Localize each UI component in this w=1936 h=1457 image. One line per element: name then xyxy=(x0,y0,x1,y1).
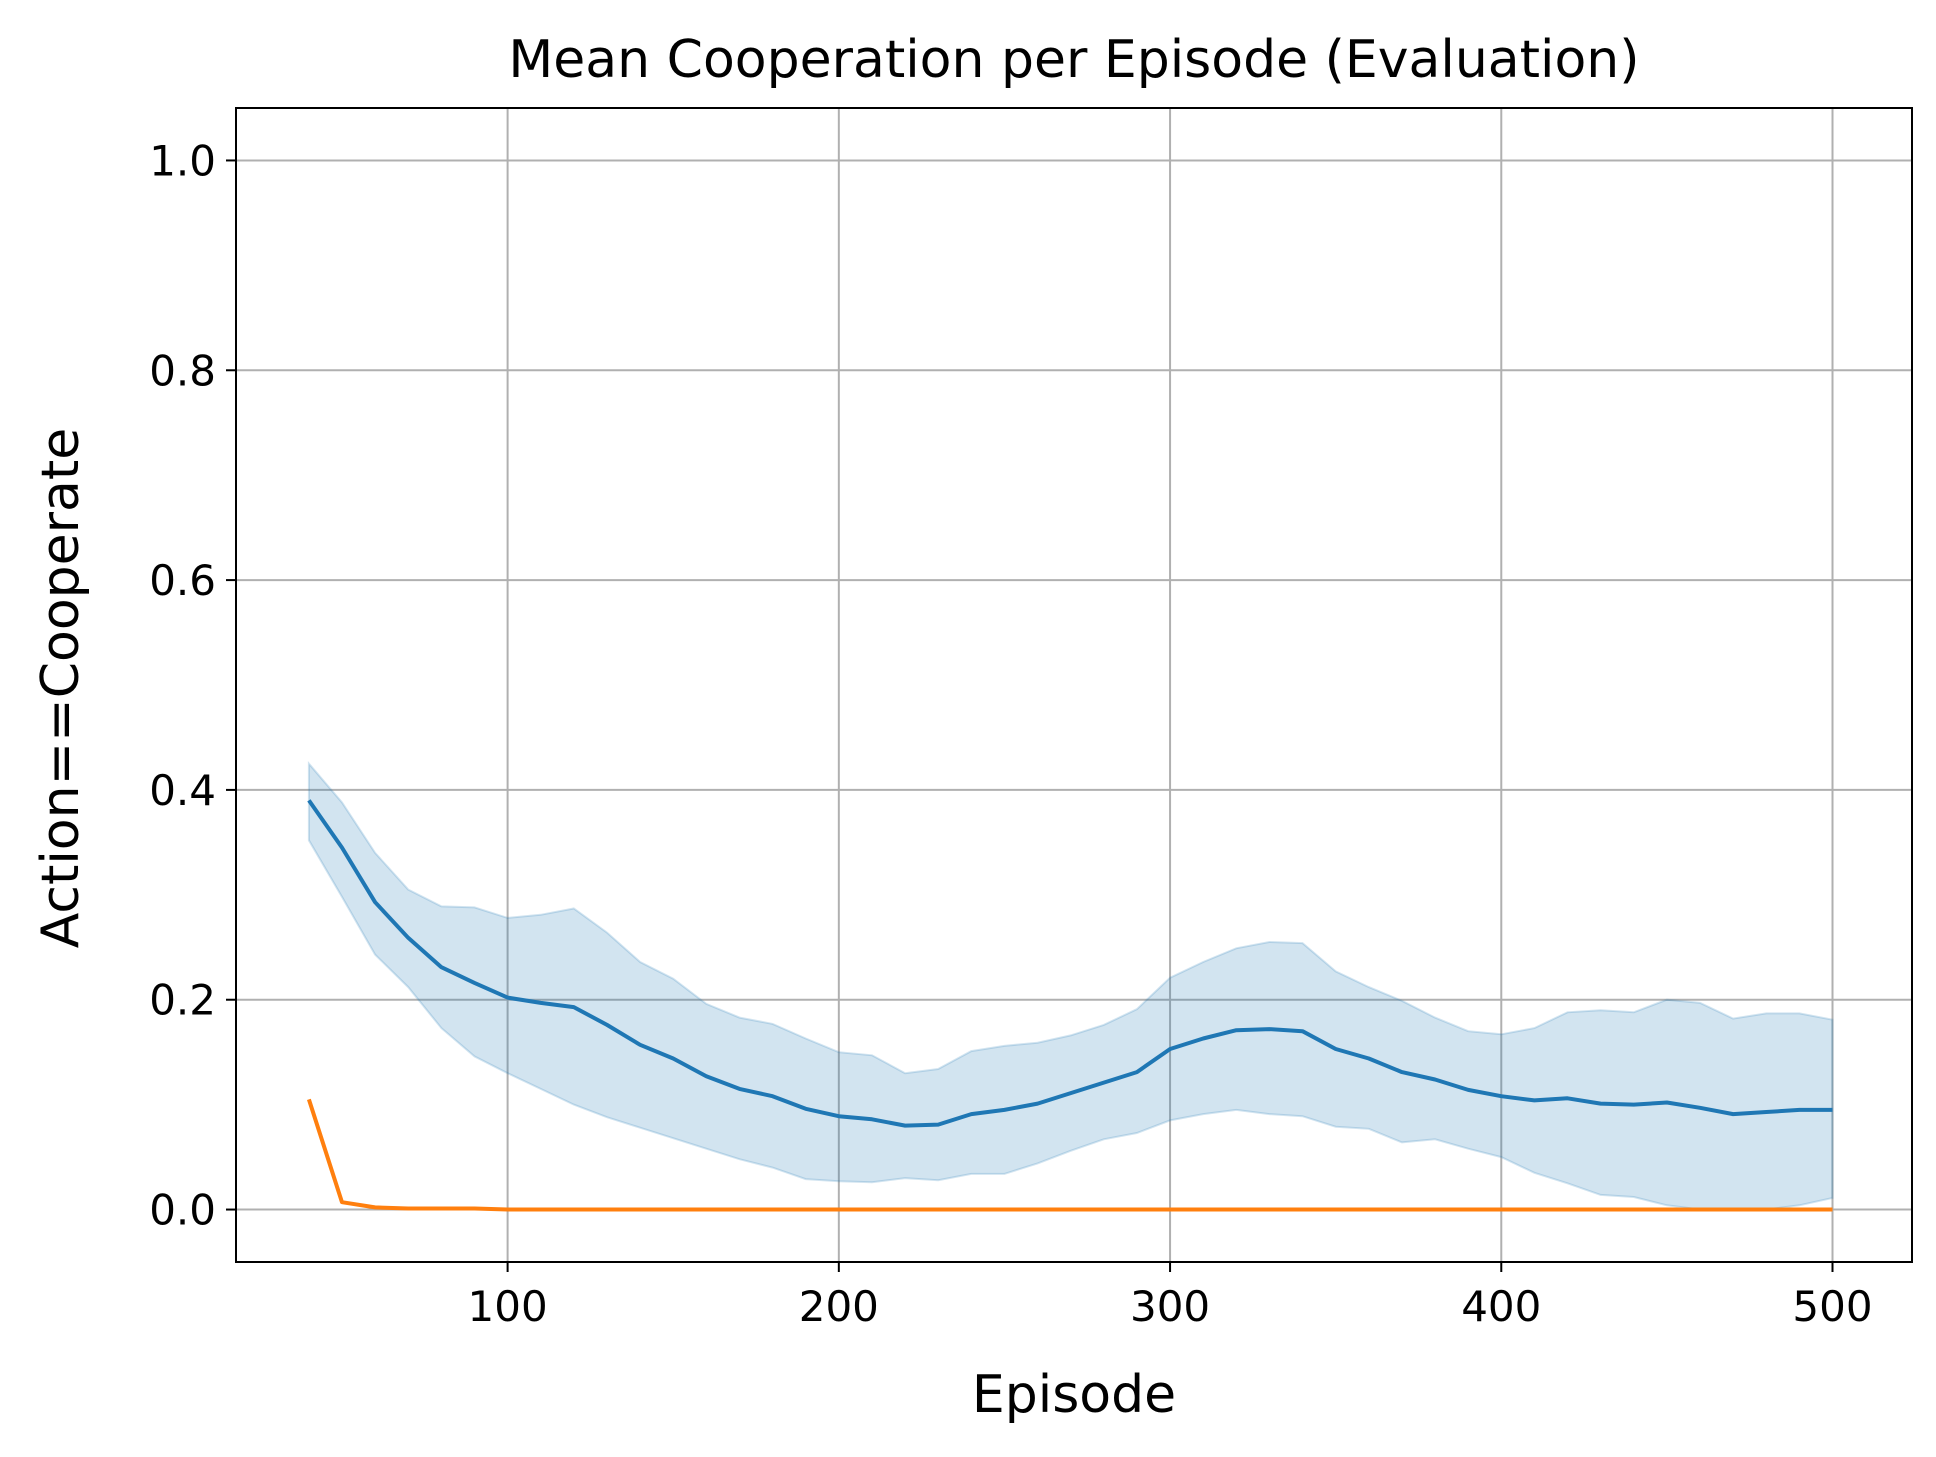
x-tick-label: 300 xyxy=(1130,1282,1210,1331)
series-lines xyxy=(306,799,1833,1212)
x-tick-label: 500 xyxy=(1792,1282,1872,1331)
y-tick-label: 1.0 xyxy=(149,136,216,185)
y-tick-label: 0.4 xyxy=(149,766,216,815)
y-tick-label: 0.0 xyxy=(149,1186,216,1235)
series-1-band xyxy=(307,760,1834,1211)
x-tick-label: 400 xyxy=(1461,1282,1541,1331)
x-tick-label: 100 xyxy=(468,1282,548,1331)
chart-title: Mean Cooperation per Episode (Evaluation… xyxy=(508,30,1639,90)
y-axis-title: Action==Cooperate xyxy=(31,428,91,949)
ticks: 100 200 300 400 500 0.0 0.2 0.4 0.6 0.8 1.0 xyxy=(149,136,1872,1331)
confidence-bands xyxy=(307,760,1834,1211)
y-tick-label: 0.2 xyxy=(149,976,216,1025)
y-tick-label: 0.8 xyxy=(149,346,216,395)
series-2-line xyxy=(306,1098,1833,1212)
x-axis-title: Episode xyxy=(972,1365,1176,1425)
x-tick-label: 200 xyxy=(799,1282,879,1331)
y-tick-label: 0.6 xyxy=(149,556,216,605)
series-1-line xyxy=(307,799,1833,1128)
plot-frame xyxy=(235,107,1913,1263)
